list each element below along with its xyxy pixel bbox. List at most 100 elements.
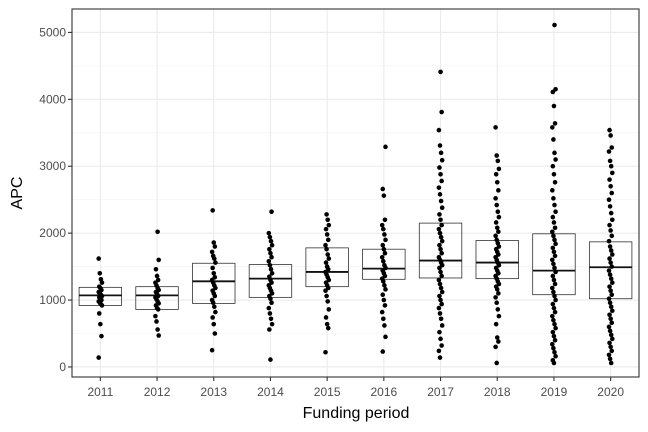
data-point [383, 237, 388, 243]
data-point [608, 304, 614, 310]
data-point [606, 149, 612, 154]
data-point [610, 217, 615, 223]
data-point [269, 254, 274, 260]
data-point [324, 293, 329, 299]
data-point [268, 357, 273, 362]
data-point [439, 250, 444, 256]
data-point [550, 329, 556, 335]
data-point [494, 225, 500, 231]
data-point [323, 242, 328, 248]
data-point [438, 285, 444, 291]
data-point [437, 192, 443, 197]
data-point [608, 316, 613, 322]
data-point [552, 150, 557, 156]
data-point [551, 261, 556, 267]
data-point [325, 325, 331, 331]
data-point [438, 198, 444, 204]
data-point [210, 315, 215, 320]
data-point [383, 334, 388, 340]
data-point [380, 349, 386, 354]
data-point [324, 212, 329, 217]
data-point [609, 292, 615, 298]
data-point [266, 230, 272, 236]
y-tick-label: 5000 [39, 25, 66, 39]
data-point [438, 316, 444, 322]
data-point [607, 222, 612, 228]
data-point [439, 238, 445, 244]
data-point [381, 246, 387, 252]
data-point [607, 312, 612, 318]
data-point [552, 337, 558, 343]
x-tick-label: 2019 [541, 385, 568, 399]
data-point [553, 241, 558, 247]
panel-background [72, 9, 639, 377]
data-point [438, 69, 443, 75]
data-point [381, 226, 386, 232]
data-point [156, 333, 161, 338]
data-point [608, 210, 614, 216]
data-point [266, 305, 272, 311]
data-point [494, 153, 500, 158]
data-point [154, 319, 159, 324]
data-point [550, 125, 555, 130]
data-point [608, 163, 614, 169]
data-point [209, 249, 215, 255]
data-point [553, 325, 558, 331]
data-point [552, 309, 558, 315]
data-point [606, 352, 612, 358]
data-point [438, 269, 443, 275]
data-point [99, 333, 104, 339]
data-point [325, 299, 331, 304]
data-point [550, 273, 556, 279]
data-point [610, 170, 615, 176]
data-point [96, 256, 101, 261]
data-point [323, 226, 329, 232]
data-point [552, 121, 558, 126]
data-point [438, 150, 444, 156]
data-point [610, 280, 615, 285]
y-tick-label: 1000 [39, 293, 66, 307]
data-point [438, 217, 443, 223]
data-point [493, 233, 498, 239]
data-point [493, 220, 499, 225]
data-point [493, 321, 499, 327]
data-point [550, 285, 555, 291]
data-point [269, 242, 275, 248]
data-point [437, 355, 443, 360]
point-group [96, 22, 615, 366]
data-point [96, 311, 102, 316]
data-point [267, 311, 273, 316]
data-point [493, 295, 498, 300]
data-point [325, 252, 331, 257]
data-point [326, 256, 332, 261]
data-point [494, 202, 500, 208]
y-tick-label: 3000 [39, 159, 66, 173]
data-point [382, 303, 388, 308]
data-point [551, 171, 557, 177]
data-point [324, 232, 330, 237]
data-point [553, 269, 558, 275]
data-point [383, 144, 388, 150]
data-point [551, 233, 556, 239]
data-point [436, 226, 442, 232]
data-point [267, 327, 272, 332]
data-point [269, 270, 275, 276]
data-point [437, 242, 442, 248]
data-point [609, 233, 615, 239]
data-point [608, 260, 613, 265]
data-point [209, 347, 215, 353]
data-point [213, 260, 218, 265]
panel-border [71, 8, 640, 378]
data-point [496, 291, 501, 296]
data-point [381, 279, 386, 284]
data-point [606, 324, 612, 330]
data-point [439, 273, 444, 279]
data-point [494, 179, 500, 185]
data-point [552, 202, 557, 208]
data-point [381, 316, 386, 322]
data-point [439, 222, 444, 228]
data-point [608, 228, 613, 233]
data-point [607, 256, 612, 261]
data-point [439, 109, 444, 115]
data-point [436, 277, 442, 283]
